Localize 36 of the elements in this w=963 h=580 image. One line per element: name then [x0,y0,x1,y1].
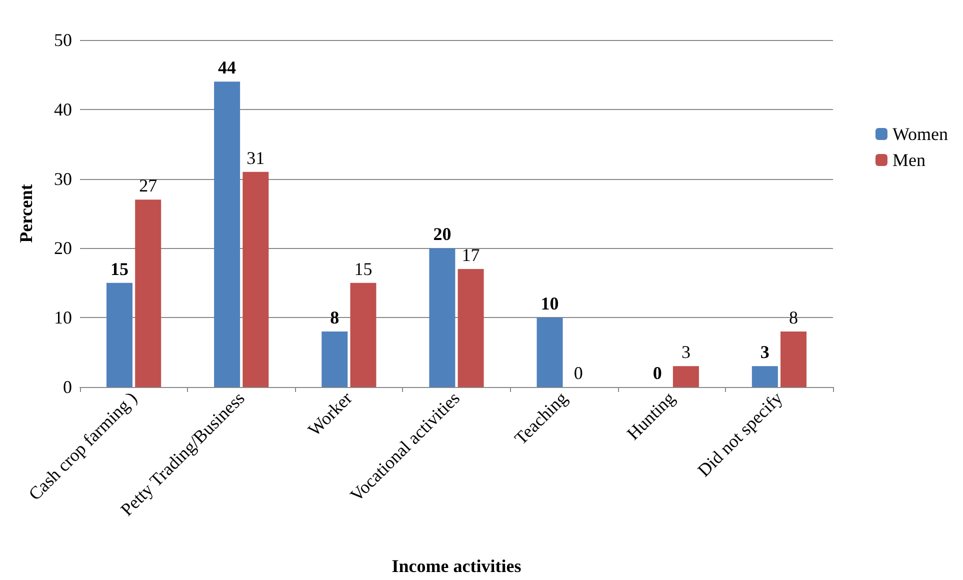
bar [672,366,699,387]
bar [458,269,484,387]
data-label: 27 [139,176,158,196]
legend-label: Men [892,150,926,170]
y-tick-label: 0 [63,377,72,397]
y-tick-label: 40 [54,99,72,120]
data-label: 8 [789,307,798,328]
bar [536,318,563,387]
bar [242,172,269,387]
data-label: 10 [540,294,559,314]
data-label: 0 [574,363,583,383]
bar [322,331,348,387]
bar [780,331,807,387]
bar [752,366,778,387]
bar [135,200,162,387]
y-axis-title: Percent [16,184,36,243]
data-label: 3 [760,342,770,362]
bar [214,82,240,387]
data-label: 15 [110,258,128,279]
data-label: 17 [462,245,480,266]
bar [106,282,132,387]
data-label: 3 [681,342,690,362]
data-label: 20 [433,224,452,244]
bar [429,248,456,387]
data-label: 8 [330,307,340,328]
bar [350,282,376,387]
y-tick-label: 50 [54,30,72,50]
y-tick-label: 30 [54,168,72,189]
legend-label: Women [892,124,948,144]
data-label: 31 [246,148,265,168]
data-label: 0 [652,363,662,383]
x-axis-title: Income activities [392,556,522,576]
data-label: 44 [218,58,236,78]
data-label: 15 [354,258,372,279]
y-tick-label: 20 [54,238,72,258]
y-tick-label: 10 [54,308,72,328]
